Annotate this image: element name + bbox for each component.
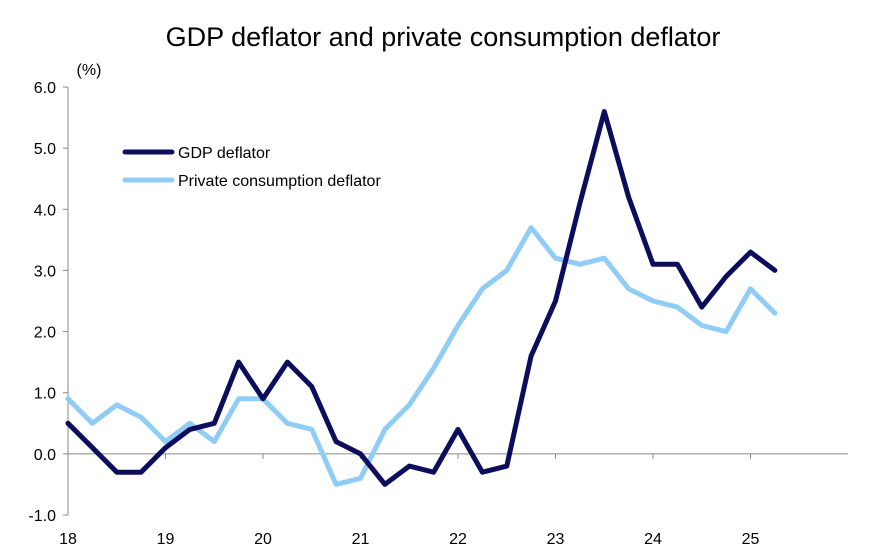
x-tick-label: 20 <box>254 531 272 548</box>
y-tick-label: 4.0 <box>34 202 56 219</box>
legend-label-gdp-deflator: GDP deflator <box>178 145 271 162</box>
legend: GDP deflator Private consumption deflato… <box>122 145 381 190</box>
legend-label-private-consumption-deflator: Private consumption deflator <box>178 173 381 190</box>
y-tick-label: -1.0 <box>28 508 56 525</box>
y-axis-unit-label: (%) <box>77 62 102 79</box>
x-tick-label: 18 <box>59 531 77 548</box>
y-tick-label: 1.0 <box>34 386 56 403</box>
x-tick-label: 24 <box>644 531 662 548</box>
x-tick-label: 22 <box>449 531 467 548</box>
y-tick-label: 2.0 <box>34 325 56 342</box>
x-tick-label: 25 <box>742 531 760 548</box>
y-tick-label: 5.0 <box>34 141 56 158</box>
x-tick-label: 19 <box>157 531 175 548</box>
y-tick-label: 0.0 <box>34 447 56 464</box>
y-tick-label: 3.0 <box>34 263 56 280</box>
series-line-gdp-deflator <box>65 109 778 487</box>
y-axis-ticks: 6.0 5.0 4.0 3.0 2.0 1.0 0.0 -1.0 <box>28 80 68 525</box>
x-tick-label: 21 <box>352 531 370 548</box>
y-tick-label: 6.0 <box>34 80 56 97</box>
series-line-private-consumption-deflator <box>65 225 778 487</box>
x-axis-ticks: 18 19 20 21 22 23 24 25 <box>59 453 760 548</box>
chart-title: GDP deflator and private consumption def… <box>166 22 721 52</box>
series-lines <box>65 109 778 487</box>
x-tick-label: 23 <box>547 531 565 548</box>
